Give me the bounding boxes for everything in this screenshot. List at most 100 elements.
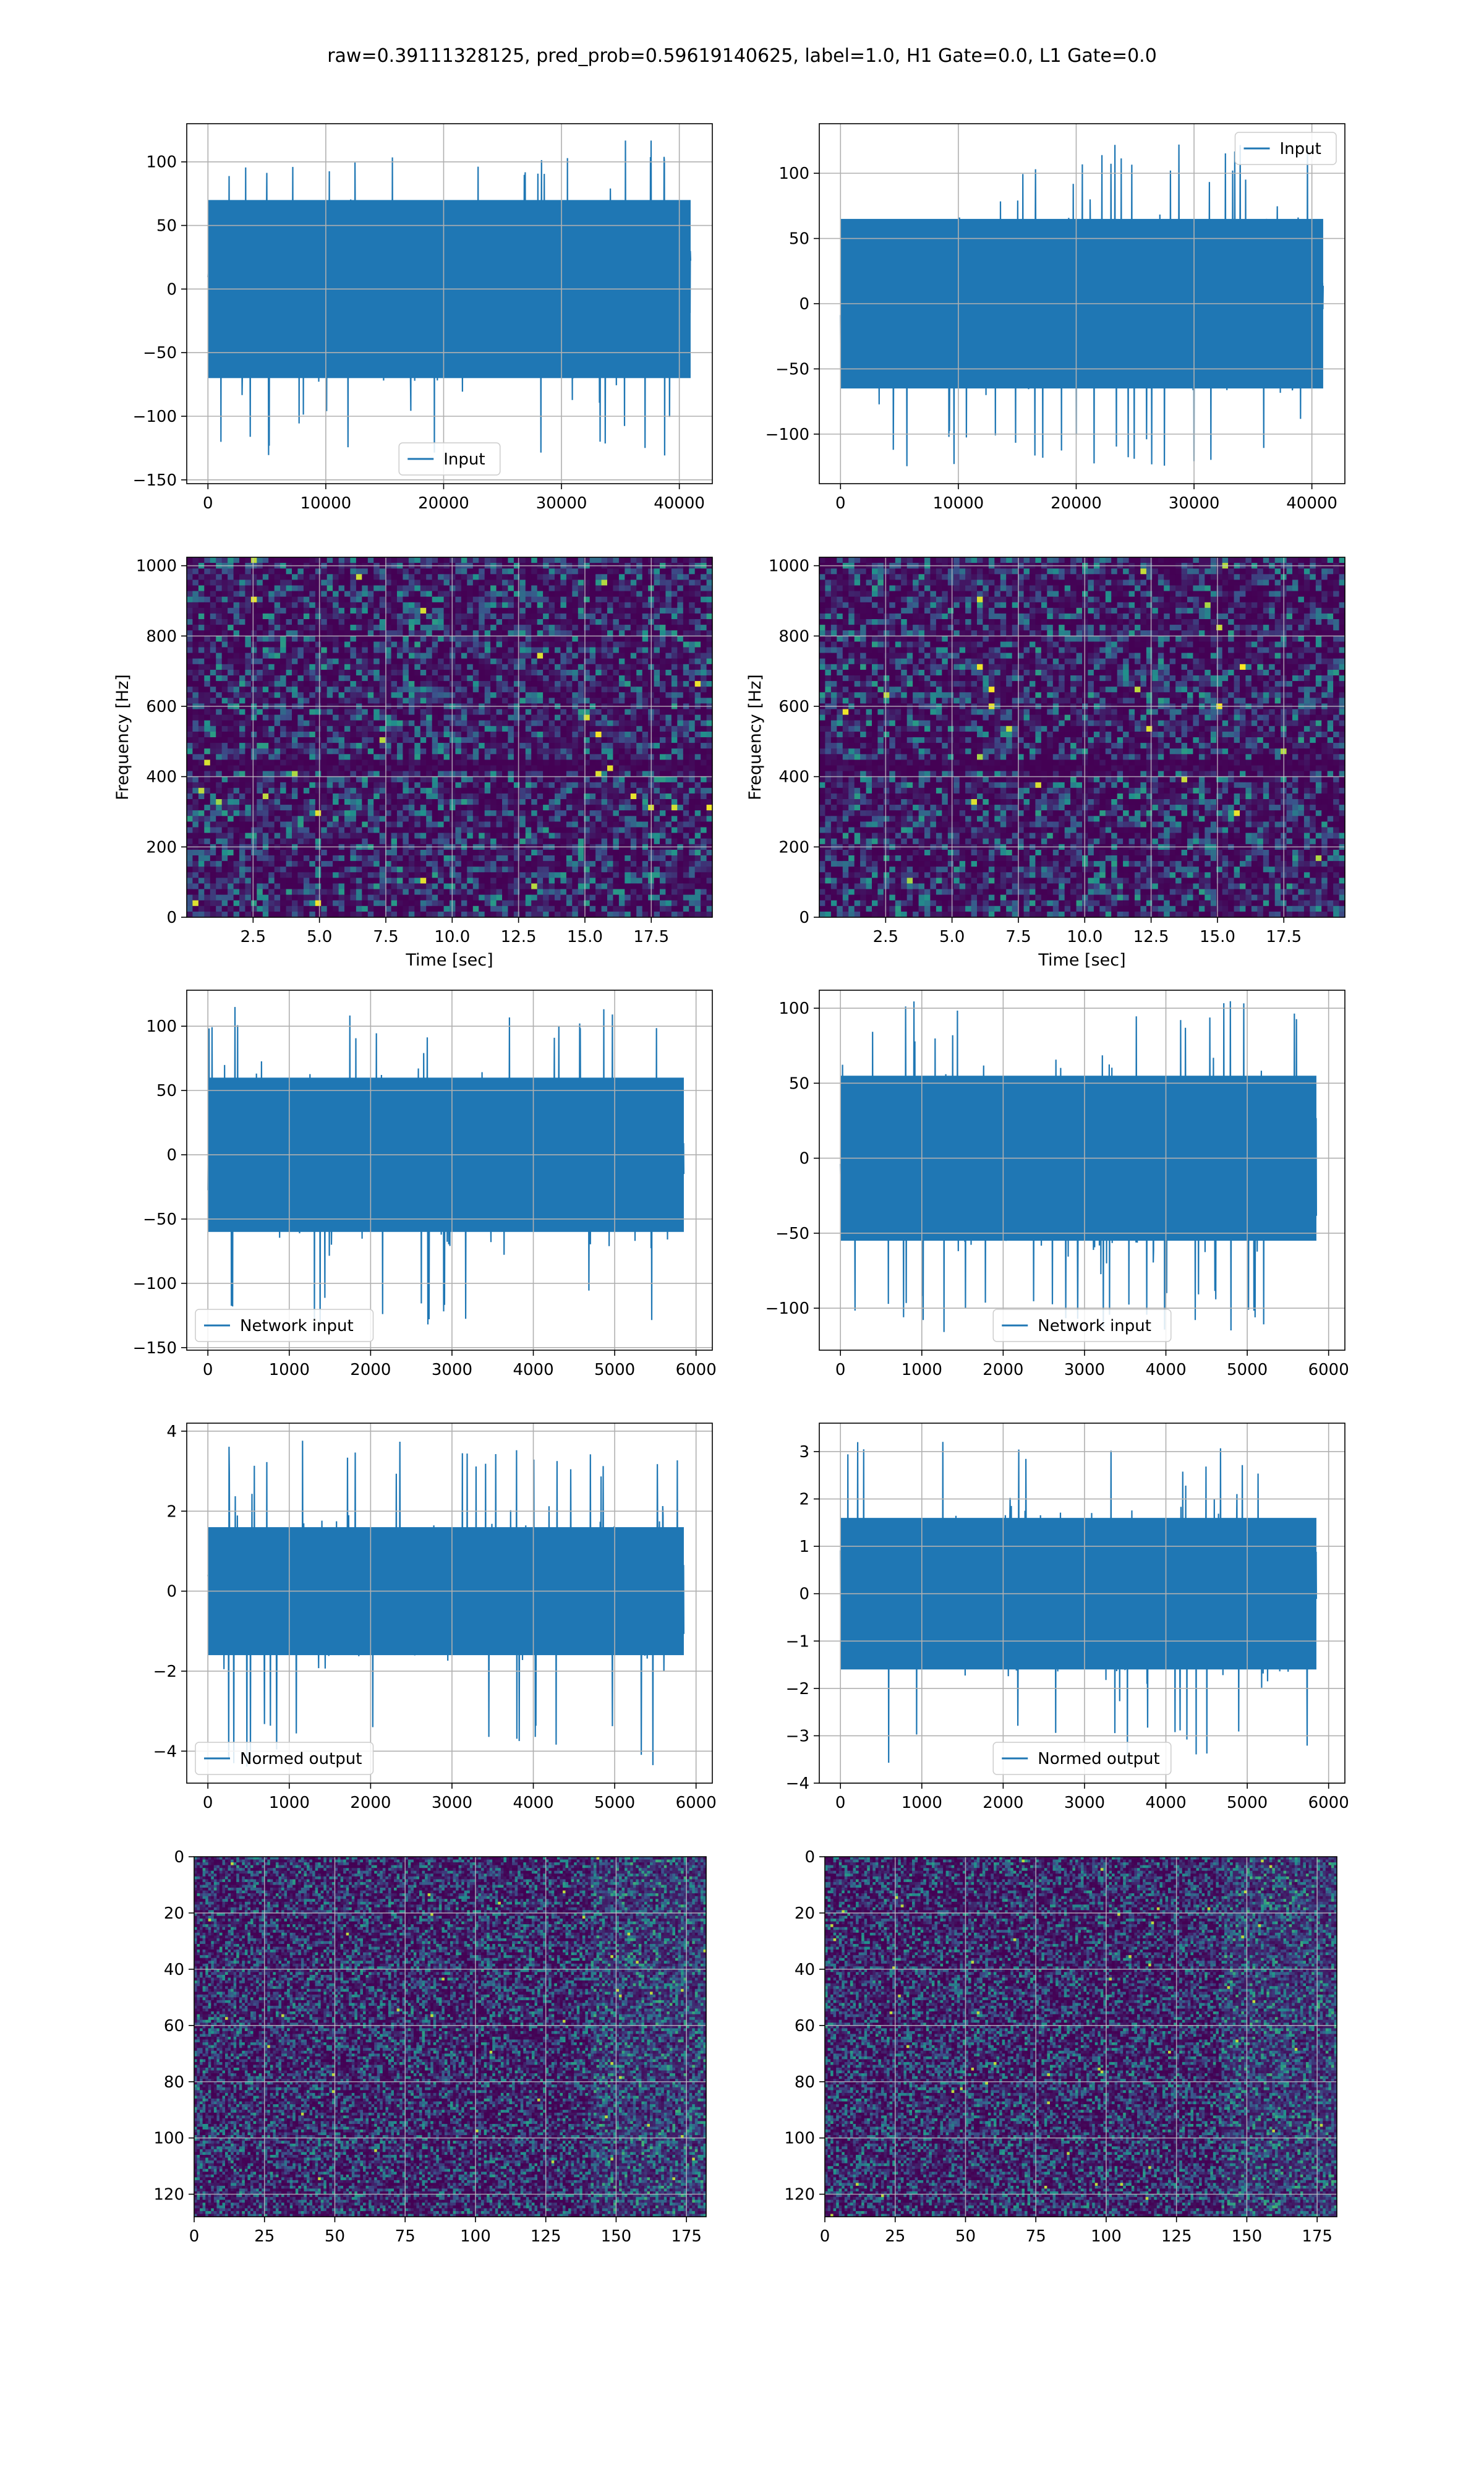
- h1-spectrogram-cell: [613, 591, 619, 597]
- h1-spectrogram-cell: [537, 591, 544, 597]
- h1-spectrogram-cell: [339, 630, 345, 636]
- h1-spectrogram-cell: [560, 591, 566, 597]
- h1-spectrogram-cell: [595, 580, 602, 586]
- h1-spectrogram-cell: [461, 641, 467, 648]
- h1-spectrogram-cell: [286, 568, 292, 575]
- h1-spectrogram-cell: [707, 692, 713, 698]
- h1-spectrogram-cell: [677, 574, 683, 580]
- h1-spectrogram-cell: [590, 586, 596, 592]
- h1-spectrogram-cell: [607, 580, 613, 586]
- h1-spectrogram-cell: [619, 648, 625, 654]
- h1-spectrogram-cell: [228, 641, 234, 648]
- h1-input-ytick-label: −100: [133, 408, 177, 426]
- h1-spectrogram-cell: [228, 698, 234, 704]
- h1-spectrogram-cell: [409, 692, 415, 698]
- h1-spectrogram-cell: [350, 574, 356, 580]
- h1-spectrogram-cell: [631, 659, 637, 665]
- h1-spectrogram-cell: [268, 568, 275, 575]
- h1-spectrogram-cell: [198, 675, 205, 682]
- h1-spectrogram-cell: [222, 630, 228, 636]
- h1-spectrogram-cell: [578, 653, 584, 659]
- h1-spectrogram-cell: [222, 659, 228, 665]
- h1-spectrogram-cell: [239, 630, 245, 636]
- h1-spectrogram-cell: [198, 597, 205, 603]
- h1-spectrogram-cell: [380, 574, 386, 580]
- h1-spectrogram-cell: [234, 591, 240, 597]
- h1-spectrogram-cell: [257, 659, 263, 665]
- h1-spectrogram-cell: [380, 580, 386, 586]
- h1-spectrogram-cell: [350, 670, 356, 676]
- h1-spectrogram-cell: [636, 692, 642, 698]
- h1-spectrogram-cell: [239, 653, 245, 659]
- h1-spectrogram-cell: [654, 614, 660, 620]
- h1-spectrogram-cell: [292, 557, 298, 563]
- h1-spectrogram-cell: [537, 557, 544, 563]
- h1-spectrogram-cell: [380, 630, 386, 636]
- h1-spectrogram-cell: [665, 630, 672, 636]
- h1-input-ytick-label: 0: [166, 280, 177, 299]
- h1-spectrogram-cell: [432, 664, 438, 670]
- h1-spectrogram-cell: [333, 670, 339, 676]
- h1-spectrogram-cell: [595, 614, 602, 620]
- h1-spectrogram-cell: [268, 698, 275, 704]
- h1-spectrogram-cell: [257, 653, 263, 659]
- h1-spectrogram-cell: [304, 636, 310, 642]
- h1-spectrogram-cell: [519, 653, 526, 659]
- h1-spectrogram-cell: [356, 591, 362, 597]
- h1-spectrogram-cell: [642, 619, 649, 625]
- h1-spectrogram-cell: [701, 681, 707, 687]
- h1-spectrogram-cell: [344, 681, 351, 687]
- h1-spectrogram-cell: [187, 614, 193, 620]
- h1-spectrogram-cell: [414, 692, 420, 698]
- h1-spectrogram-cell: [350, 659, 356, 665]
- h1-spectrogram-cell: [192, 608, 198, 614]
- h1-spectrogram-cell: [251, 636, 257, 642]
- h1-spectrogram-cell: [677, 641, 683, 648]
- h1-spectrogram-cell: [297, 614, 304, 620]
- h1-spectrogram-cell: [502, 675, 508, 682]
- h1-spectrogram-cell: [409, 586, 415, 592]
- h1-spectrogram-cell: [216, 602, 222, 609]
- h1-spectrogram-cell: [677, 687, 683, 693]
- h1-spectrogram-cell: [321, 608, 327, 614]
- h1-spectrogram-cell: [683, 614, 689, 620]
- h1-spectrogram-cell: [625, 636, 631, 642]
- h1-spectrogram-cell: [631, 602, 637, 609]
- h1-spectrogram-cell: [444, 630, 450, 636]
- h1-spectrogram-cell: [572, 664, 578, 670]
- h1-spectrogram-cell: [689, 687, 695, 693]
- h1-spectrogram-cell: [333, 619, 339, 625]
- h1-spectrogram-cell: [572, 670, 578, 676]
- h1-spectrogram-cell: [485, 619, 491, 625]
- h1-spectrogram-cell: [304, 648, 310, 654]
- h1-spectrogram-cell: [508, 574, 514, 580]
- h1-spectrogram-cell: [595, 681, 602, 687]
- h1-spectrogram-cell: [263, 641, 269, 648]
- h1-spectrogram-cell: [391, 670, 398, 676]
- h1-spectrogram-cell: [444, 636, 450, 642]
- h1-spectrogram-cell: [613, 580, 619, 586]
- h1-spectrogram-cell: [373, 630, 380, 636]
- h1-spectrogram-cell: [350, 586, 356, 592]
- h1-spectrogram-cell: [391, 586, 398, 592]
- h1-spectrogram-cell: [263, 574, 269, 580]
- h1-spectrogram-cell: [619, 681, 625, 687]
- h1-spectrogram-cell: [432, 653, 438, 659]
- h1-spectrogram-cell: [222, 580, 228, 586]
- h1-spectrogram-cell: [502, 692, 508, 698]
- h1-spectrogram-cell: [636, 597, 642, 603]
- h1-spectrogram-cell: [642, 602, 649, 609]
- h1-spectrogram-cell: [414, 681, 420, 687]
- h1-spectrogram-cell: [473, 608, 479, 614]
- h1-spectrogram-cell: [414, 630, 420, 636]
- h1-spectrogram-cell: [216, 692, 222, 698]
- h1-spectrogram-cell: [543, 681, 549, 687]
- h1-spectrogram-cell: [654, 687, 660, 693]
- h1-spectrogram-cell: [467, 687, 473, 693]
- h1-spectrogram-cell: [315, 568, 322, 575]
- h1-spectrogram-cell: [665, 619, 672, 625]
- h1-spectrogram-cell: [426, 591, 432, 597]
- h1-spectrogram-cell: [315, 619, 322, 625]
- h1-spectrogram-cell: [595, 675, 602, 682]
- h1-spectrogram-cell: [368, 557, 374, 563]
